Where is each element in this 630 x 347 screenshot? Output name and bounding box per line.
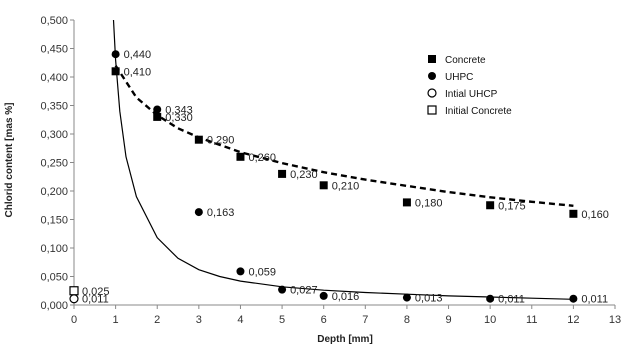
uhpc-point [194, 208, 203, 217]
legend-label-intial-uhcp: Intial UHCP [445, 89, 498, 100]
concrete-data-label: 0,260 [248, 152, 276, 164]
x-tick-label: 8 [404, 314, 410, 326]
concrete-data-label: 0,290 [207, 135, 235, 147]
uhpc-data-label: 0,059 [248, 266, 276, 278]
trendline-concrete [114, 64, 574, 207]
y-axis-title: Chlorid content [mas %] [4, 102, 15, 217]
legend-marker-uhpc [428, 72, 436, 80]
intial-uhcp-point [69, 294, 79, 304]
concrete-point [236, 152, 245, 161]
y-tick-label: 0,400 [40, 72, 68, 84]
x-tick-label: 3 [196, 314, 202, 326]
concrete-point [194, 135, 203, 144]
x-tick-label: 6 [321, 314, 327, 326]
uhpc-point [319, 291, 328, 300]
concrete-data-label: 0,410 [124, 66, 152, 78]
uhpc-point [486, 294, 495, 303]
y-tick-label: 0,050 [40, 272, 68, 284]
uhpc-data-label: 0,016 [332, 291, 360, 303]
x-tick-label: 2 [154, 314, 160, 326]
y-tick-label: 0,250 [40, 158, 68, 170]
initial-concrete-data-label: 0,025 [82, 286, 110, 298]
uhpc-data-label: 0,440 [124, 49, 152, 61]
uhpc-point [569, 294, 578, 303]
concrete-point [569, 209, 578, 218]
axes [70, 19, 616, 309]
y-tick-label: 0,300 [40, 129, 68, 141]
y-tick-labels: 0,000 0,050 0,100 0,150 0,200 0,250 0,300 0,350… [40, 15, 68, 312]
concrete-point [486, 201, 495, 210]
legend-marker-concrete [428, 55, 436, 63]
y-tick-label: 0,000 [40, 300, 68, 312]
x-tick-label: 13 [609, 314, 621, 326]
concrete-point [278, 169, 287, 178]
concrete-point [402, 198, 411, 207]
concrete-point [111, 67, 120, 76]
y-tick-label: 0,500 [40, 15, 68, 27]
y-tick-label: 0,100 [40, 243, 68, 255]
concrete-data-label: 0,330 [165, 112, 193, 124]
concrete-point [319, 181, 328, 190]
legend-marker-intial-uhcp [427, 88, 437, 98]
y-tick-label: 0,200 [40, 186, 68, 198]
legend-label-initial-concrete: Initial Concrete [445, 106, 512, 117]
legend-label-concrete: Concrete [445, 55, 486, 66]
uhpc-data-label: 0,011 [498, 294, 525, 306]
x-tick-label: 0 [71, 314, 77, 326]
x-tick-label: 12 [567, 314, 579, 326]
uhpc-data-label: 0,163 [207, 207, 235, 219]
data-points [69, 50, 578, 304]
uhpc-point [402, 293, 411, 302]
intial-uhcp-data-label: 0,011 [82, 294, 109, 306]
concrete-data-label: 0,160 [581, 209, 609, 221]
uhpc-point [111, 50, 120, 59]
uhpc-data-label: 0,011 [581, 294, 608, 306]
concrete-data-label: 0,175 [498, 200, 526, 212]
y-tick-label: 0,450 [40, 44, 68, 56]
data-labels: 0,410 0,330 0,290 0,260 0,230 0,210 0,180 0,175… [82, 49, 609, 306]
x-tick-labels: 0 1 2 3 4 5 6 7 8 9 10 11 12 13 [71, 314, 621, 326]
x-tick-label: 4 [237, 314, 243, 326]
concrete-data-label: 0,230 [290, 169, 318, 181]
x-tick-label: 9 [445, 314, 451, 326]
legend: Concrete UHPC Intial UHCP Initial Concrete [427, 55, 512, 117]
x-tick-label: 11 [526, 314, 537, 326]
uhpc-point [153, 105, 162, 114]
concrete-data-label: 0,180 [415, 197, 443, 209]
y-tick-label: 0,350 [40, 101, 68, 113]
concrete-data-label: 0,210 [332, 180, 360, 192]
x-tick-label: 5 [279, 314, 285, 326]
initial-concrete-point [69, 286, 79, 296]
x-tick-label: 10 [484, 314, 496, 326]
trendline-uhpc [112, 19, 574, 300]
y-tick-label: 0,150 [40, 215, 68, 227]
concrete-point [153, 112, 162, 121]
uhpc-data-label: 0,027 [290, 285, 318, 297]
legend-label-uhpc: UHPC [445, 72, 473, 83]
legend-marker-initial-concrete [427, 105, 437, 115]
x-tick-label: 1 [113, 314, 119, 326]
trendlines [112, 19, 574, 300]
uhpc-point [236, 267, 245, 276]
uhpc-data-label: 0,013 [415, 293, 443, 305]
uhpc-point [278, 285, 287, 294]
x-axis-title: Depth [mm] [317, 334, 373, 345]
x-tick-label: 7 [362, 314, 368, 326]
uhpc-data-label: 0,343 [165, 104, 193, 116]
